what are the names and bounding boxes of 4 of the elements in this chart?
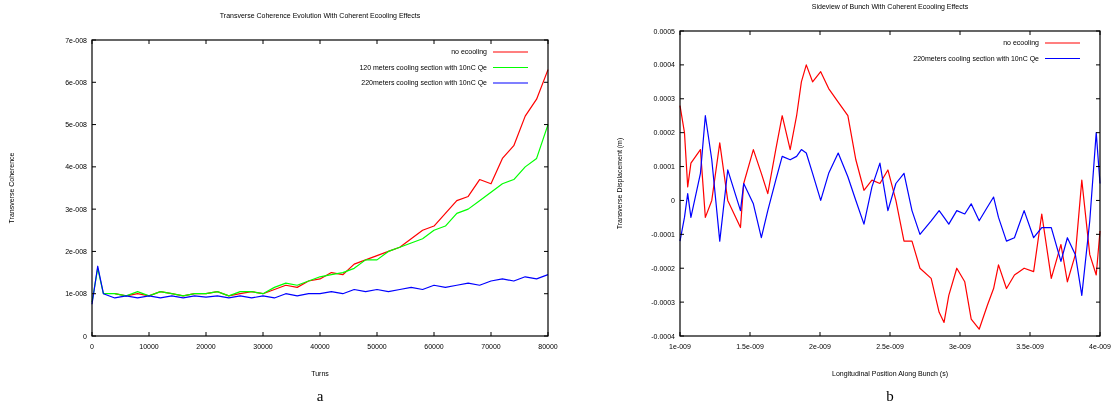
line-series [679,64,1101,330]
line-series [679,115,1101,296]
text: b [886,388,894,404]
text: a [316,388,324,404]
